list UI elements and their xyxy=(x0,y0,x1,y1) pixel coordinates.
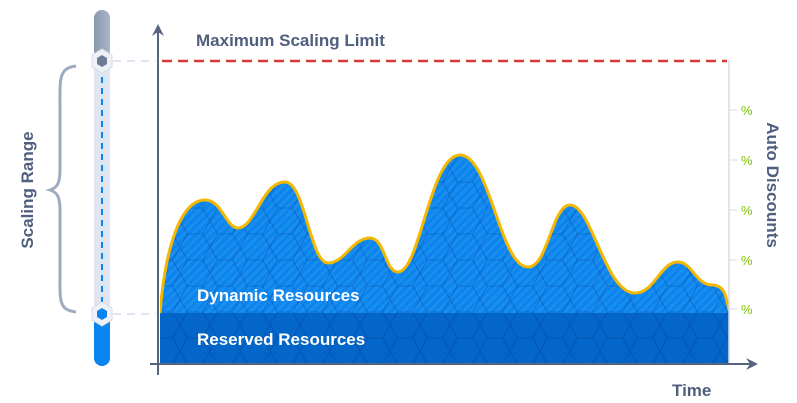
usage-curve xyxy=(160,153,729,314)
reserved-resources-label: Reserved Resources xyxy=(197,330,365,349)
discount-ticks: % % % % % xyxy=(729,103,753,317)
discount-tick-label: % xyxy=(741,253,753,268)
dynamic-resources-label: Dynamic Resources xyxy=(197,286,360,305)
slider-lower-segment xyxy=(94,314,110,366)
time-label: Time xyxy=(672,381,711,400)
max-scaling-limit-label: Maximum Scaling Limit xyxy=(196,31,385,50)
scaling-range-slider[interactable] xyxy=(91,10,113,366)
x-axis-arrow-icon xyxy=(746,358,758,370)
y-axis-arrow-icon xyxy=(152,24,164,36)
scaling-range-label: Scaling Range xyxy=(18,131,37,248)
slider-max-handle[interactable] xyxy=(91,48,113,74)
discount-tick-label: % xyxy=(741,203,753,218)
discount-tick-label: % xyxy=(741,153,753,168)
auto-discounts-label: Auto Discounts xyxy=(763,122,782,248)
discount-tick-label: % xyxy=(741,103,753,118)
scaling-range-brace xyxy=(45,64,77,314)
slider-upper-segment xyxy=(94,10,110,61)
discount-tick-label: % xyxy=(741,302,753,317)
slider-min-handle[interactable] xyxy=(91,301,113,327)
